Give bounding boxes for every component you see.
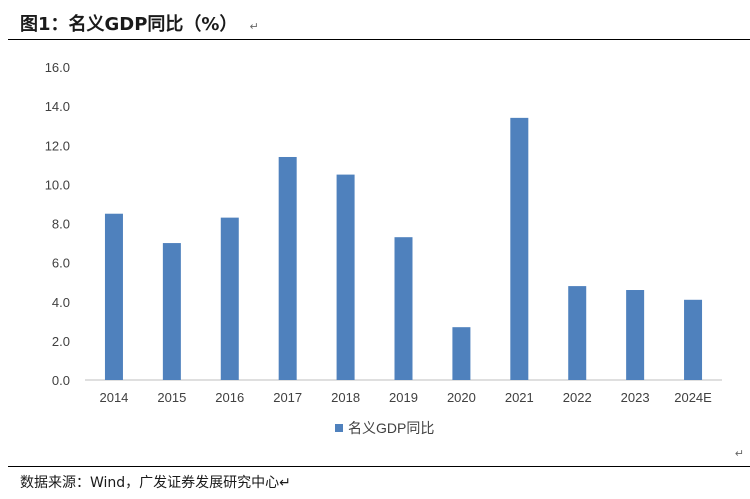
- bar: [626, 290, 645, 380]
- x-tick-label: 2022: [563, 390, 592, 405]
- y-tick-label: 8.0: [52, 217, 70, 232]
- top-rule: [8, 39, 750, 40]
- bottom-rule: [8, 466, 750, 467]
- paragraph-mark: ↵: [249, 19, 259, 33]
- figure-title: 图1：名义GDP同比（%）: [20, 14, 238, 35]
- bar: [510, 117, 529, 381]
- legend-swatch: [335, 424, 343, 432]
- y-tick-label: 16.0: [45, 60, 70, 75]
- bar: [104, 213, 123, 380]
- y-tick-label: 14.0: [45, 99, 70, 114]
- x-tick-label: 2020: [447, 390, 476, 405]
- y-tick-label: 2.0: [52, 334, 70, 349]
- y-tick-label: 6.0: [52, 256, 70, 271]
- x-tick-label: 2019: [389, 390, 418, 405]
- bar-chart: 0.0 2.0 4.0 6.0 8.0 10.0 12.0 14.0 16.0 2014 2015 2…: [45, 60, 722, 436]
- bar: [452, 327, 471, 380]
- bar: [568, 286, 587, 380]
- x-tick-label: 2016: [215, 390, 244, 405]
- x-tick-label: 2017: [273, 390, 302, 405]
- legend-label: 名义GDP同比: [348, 420, 434, 436]
- x-tick-label: 2018: [331, 390, 360, 405]
- source-note: 数据来源：Wind，广发证券发展研究中心↵: [20, 475, 291, 491]
- y-tick-label: 10.0: [45, 177, 70, 192]
- y-tick-label: 0.0: [52, 373, 70, 388]
- bar: [278, 156, 297, 380]
- x-tick-label: 2024E: [674, 390, 712, 405]
- end-paragraph-mark: ↵: [734, 447, 744, 460]
- x-tick-label: 2021: [505, 390, 534, 405]
- bar: [394, 237, 413, 380]
- x-tick-label: 2023: [621, 390, 650, 405]
- y-tick-label: 4.0: [52, 295, 70, 310]
- bar: [162, 243, 181, 380]
- x-tick-label: 2015: [157, 390, 186, 405]
- title-row: 图1：名义GDP同比（%） ↵: [20, 8, 259, 38]
- x-tick-label: 2014: [99, 390, 128, 405]
- bar: [684, 299, 703, 380]
- bar: [336, 174, 355, 380]
- y-tick-label: 12.0: [45, 138, 70, 153]
- bar: [220, 217, 239, 380]
- chart-area: 0.0 2.0 4.0 6.0 8.0 10.0 12.0 14.0 16.0 2014 2015 2…: [0, 40, 750, 460]
